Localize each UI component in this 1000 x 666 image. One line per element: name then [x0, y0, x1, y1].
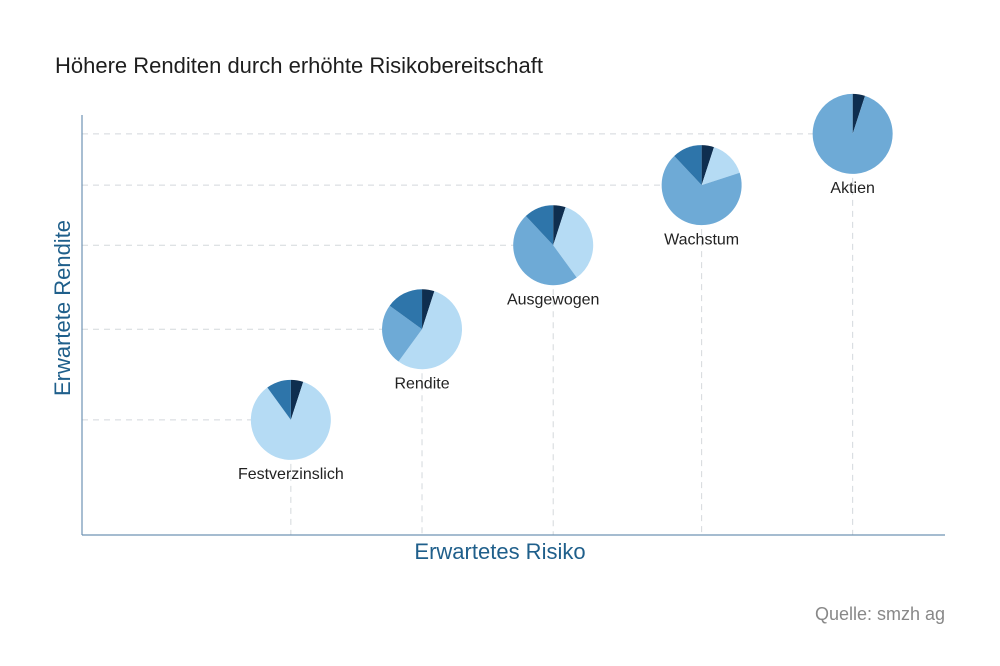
point-label: Aktien	[830, 180, 874, 197]
pie-slice	[674, 145, 702, 186]
pie-slice	[290, 379, 304, 420]
pie	[661, 145, 742, 226]
guides	[82, 133, 854, 535]
point-label: Ausgewogen	[507, 291, 600, 308]
pies: Festverzinslich Rendite Ausgewogen Wachstum…	[238, 93, 893, 483]
pie	[812, 93, 893, 174]
pie-slice	[525, 205, 554, 246]
pie-slice	[250, 381, 331, 460]
pie-slice	[661, 155, 742, 226]
chart-title: Höhere Renditen durch erhöhte Risikobere…	[55, 53, 543, 78]
pie-slice	[267, 379, 291, 420]
pie-slice	[398, 291, 463, 370]
pie	[513, 205, 594, 286]
pie-slice	[701, 147, 740, 186]
point-label: Rendite	[394, 375, 449, 392]
pie-slice	[553, 205, 566, 246]
pie-slice	[701, 145, 714, 186]
point-label: Wachstum	[664, 231, 739, 248]
point-label: Festverzinslich	[238, 466, 344, 483]
pie-slice	[812, 93, 893, 174]
pie-slice	[389, 289, 423, 330]
y-axis-title: Erwartete Rendite	[50, 220, 75, 396]
source: Quelle: smzh ag	[815, 604, 945, 624]
x-axis-title: Erwartetes Risiko	[414, 539, 585, 564]
pie	[382, 289, 463, 370]
pie-slice	[553, 207, 594, 278]
pie	[250, 379, 331, 460]
pie-slice	[422, 289, 435, 330]
pie-slice	[382, 305, 423, 362]
pie-slice	[852, 93, 866, 134]
pie-slice	[513, 216, 577, 286]
